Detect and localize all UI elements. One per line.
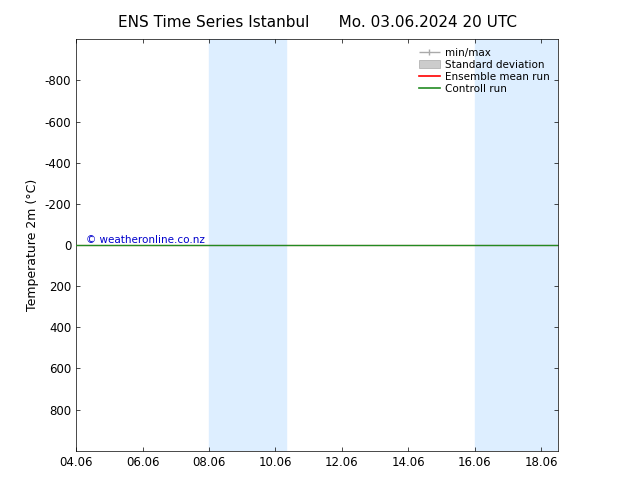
Bar: [209, 39, 287, 451]
Y-axis label: Temperature 2m (°C): Temperature 2m (°C): [26, 179, 39, 311]
Text: © weatheronline.co.nz: © weatheronline.co.nz: [86, 235, 205, 245]
Legend: min/max, Standard deviation, Ensemble mean run, Controll run: min/max, Standard deviation, Ensemble me…: [416, 45, 553, 97]
Text: ENS Time Series Istanbul      Mo. 03.06.2024 20 UTC: ENS Time Series Istanbul Mo. 03.06.2024 …: [117, 15, 517, 30]
Bar: [475, 39, 558, 451]
